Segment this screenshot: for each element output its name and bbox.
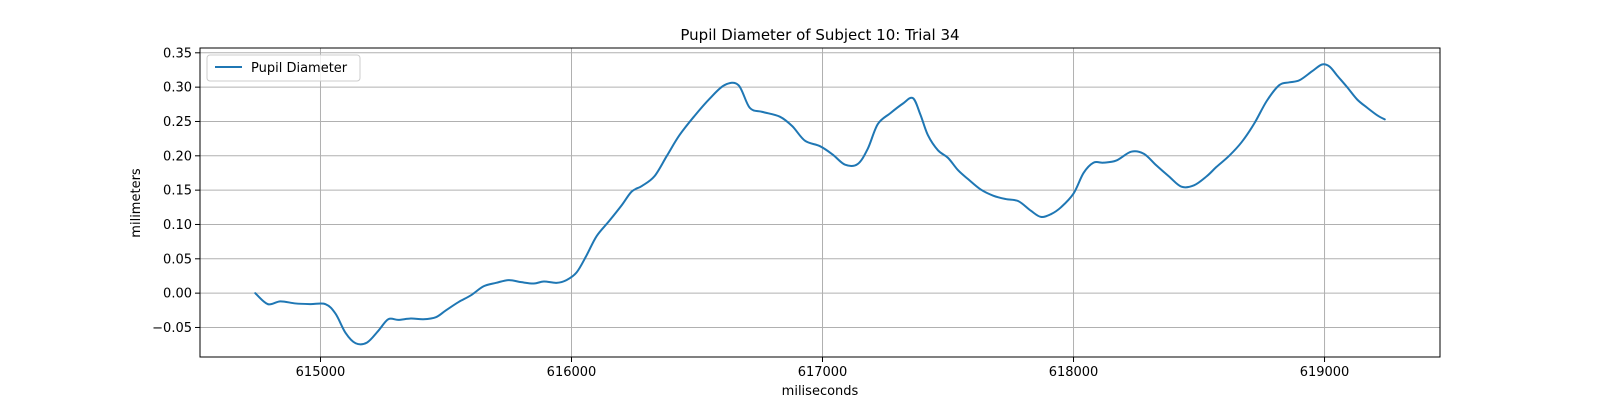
- legend-entry-label: Pupil Diameter: [251, 61, 348, 76]
- chart-title: Pupil Diameter of Subject 10: Trial 34: [680, 26, 959, 44]
- y-tick-label: 0.15: [163, 184, 192, 199]
- x-axis-label: miliseconds: [782, 384, 859, 399]
- y-tick-label: 0.10: [163, 218, 192, 233]
- y-tick-label: 0.25: [163, 115, 192, 130]
- y-tick-label: 0.30: [163, 81, 192, 96]
- series-line-pupil-diameter: [254, 63, 1386, 346]
- y-tick-label: 0.05: [163, 252, 192, 267]
- y-tick-label: −0.05: [152, 321, 192, 336]
- grid: [200, 48, 1440, 357]
- x-tick-label: 618000: [1049, 365, 1099, 380]
- y-tick-label: 0.00: [163, 287, 192, 302]
- y-tick-label: 0.35: [163, 46, 192, 61]
- series-layer: [254, 63, 1386, 346]
- y-axis-label: milimeters: [129, 168, 144, 238]
- ticks: 615000 616000 617000 618000 619000 −0.05 0.00 0…: [152, 46, 1349, 380]
- plot-area-frame: [199, 47, 1441, 358]
- x-tick-label: 619000: [1300, 365, 1350, 380]
- x-tick-label: 615000: [296, 365, 346, 380]
- x-tick-label: 616000: [547, 365, 597, 380]
- x-tick-label: 617000: [798, 365, 848, 380]
- legend-box: [206, 54, 361, 82]
- legend: Pupil Diameter: [206, 54, 361, 82]
- y-tick-label: 0.20: [163, 149, 192, 164]
